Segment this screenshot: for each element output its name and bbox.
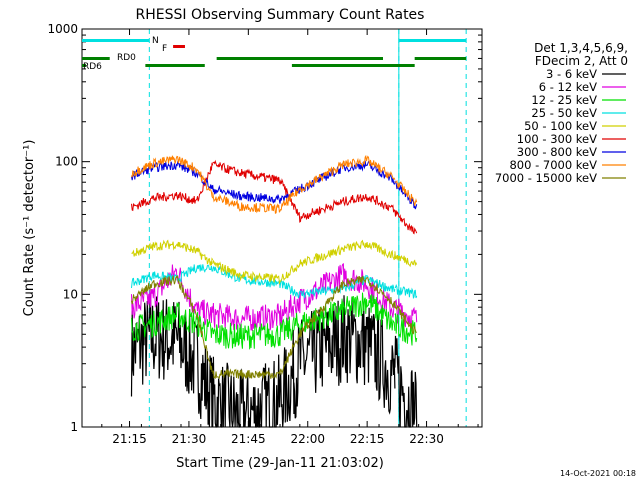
legend-entry-label: 7000 - 15000 keV [495,171,597,185]
series-line [394,209,418,235]
night-flag-bar [398,39,467,42]
series-line [131,239,214,266]
series-line [293,274,396,348]
night-flag-label: N [152,36,159,46]
y-tick-label: 10 [63,287,78,301]
plot-frame [81,28,483,428]
legend-entry-label: 6 - 12 keV [539,80,597,94]
series-line [394,301,417,335]
x-tick-label: 21:45 [231,432,266,446]
rd6-flag-bar [291,64,415,67]
flare-flag-bar [173,45,185,48]
series-line [212,159,295,210]
series-line [394,179,418,206]
footer-timestamp: 14-Oct-2021 00:18 [560,469,636,478]
rd6-flag-bar [145,64,205,67]
y-tick-label: 100 [55,155,78,169]
x-tick-label: 22:00 [290,432,325,446]
series-line [293,193,395,223]
legend-entry-label: 100 - 300 keV [517,132,597,146]
series-line [394,313,418,346]
series-line [130,296,214,428]
plot-layer [130,29,467,428]
flare-flag-label: F [162,44,167,54]
series-line [212,342,295,380]
y-axis: 1 10 100 1000 [47,22,482,434]
series-line [131,155,214,199]
flag-bars: NF RD0 RD6 [82,36,467,72]
series-line [131,162,214,212]
night-flag-bar [82,39,150,42]
series-line [212,329,295,428]
rd0-flag-label: RD0 [117,53,136,63]
legend-header: FDecim 2, Att 0 [535,54,628,68]
series-line [212,184,295,204]
x-axis-label: Start Time (29-Jan-11 21:03:02) [176,456,384,471]
x-axis: 21:15 21:30 21:45 22:00 22:15 22:30 [81,29,479,446]
y-axis-label: Count Rate (s⁻¹ detector⁻¹) [22,140,37,317]
x-tick-label: 21:30 [172,432,207,446]
legend-entry-label: 300 - 800 keV [517,145,597,159]
legend-entry-label: 3 - 6 keV [546,67,597,81]
chart-title: RHESSI Observing Summary Count Rates [136,7,425,23]
legend-entry-label: 25 - 50 keV [531,106,597,120]
legend-entry-label: 800 - 7000 keV [509,158,597,172]
legend-header: Det 1,3,4,5,6,9, [534,41,628,55]
legend-entry-label: 50 - 100 keV [524,119,597,133]
rd0-flag-bar [82,57,110,60]
rd6-flag-label: RD6 [83,62,102,72]
series-line [293,160,396,194]
x-tick-label: 22:30 [409,432,444,446]
legend: Det 1,3,4,5,6,9,FDecim 2, Att 03 - 6 keV… [495,41,628,185]
series-line [394,335,418,428]
series-line [293,292,396,337]
rd0-flag-bar [216,57,383,60]
series-line [394,251,418,268]
rd6-flag-bar [82,64,86,67]
series-line [293,154,396,197]
series-line [131,264,214,326]
x-tick-label: 22:15 [350,432,385,446]
y-tick-label: 1 [70,420,78,434]
series-line [212,259,295,285]
series-line [131,264,213,289]
series-line [131,274,213,373]
series-line [293,239,396,272]
x-tick-label: 21:15 [112,432,147,446]
legend-entry-label: 12 - 25 keV [531,93,597,107]
series-line [212,316,295,350]
y-tick-label: 1000 [47,22,78,36]
series-line [212,294,295,331]
rd0-flag-bar [414,57,467,60]
series-line [394,284,418,300]
series-line [212,191,295,215]
series-line [212,266,295,296]
